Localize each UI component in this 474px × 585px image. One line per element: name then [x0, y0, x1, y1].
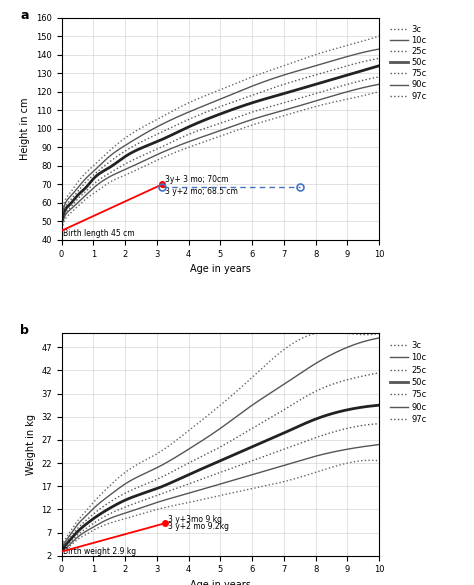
Y-axis label: Height in cm: Height in cm: [20, 98, 30, 160]
Text: 3 y+2 mo 9.2kg: 3 y+2 mo 9.2kg: [168, 522, 229, 531]
X-axis label: Age in years: Age in years: [190, 580, 251, 585]
Text: b: b: [20, 325, 29, 338]
X-axis label: Age in years: Age in years: [190, 264, 251, 274]
Text: Birth weight 2.9 kg: Birth weight 2.9 kg: [63, 548, 137, 556]
Legend: 3c, 10c, 25c, 50c, 75c, 90c, 97c: 3c, 10c, 25c, 50c, 75c, 90c, 97c: [386, 22, 430, 104]
Text: 3 y+3mo 9 kg: 3 y+3mo 9 kg: [168, 515, 222, 524]
Text: 3y+ 3 mo; 70cm: 3y+ 3 mo; 70cm: [165, 174, 229, 184]
Text: Birth length 45 cm: Birth length 45 cm: [63, 229, 135, 238]
Y-axis label: Weight in kg: Weight in kg: [26, 414, 36, 475]
Legend: 3c, 10c, 25c, 50c, 75c, 90c, 97c: 3c, 10c, 25c, 50c, 75c, 90c, 97c: [386, 338, 430, 427]
Text: 3 y+2 mo; 68.5 cm: 3 y+2 mo; 68.5 cm: [165, 187, 238, 196]
Text: a: a: [20, 9, 29, 22]
